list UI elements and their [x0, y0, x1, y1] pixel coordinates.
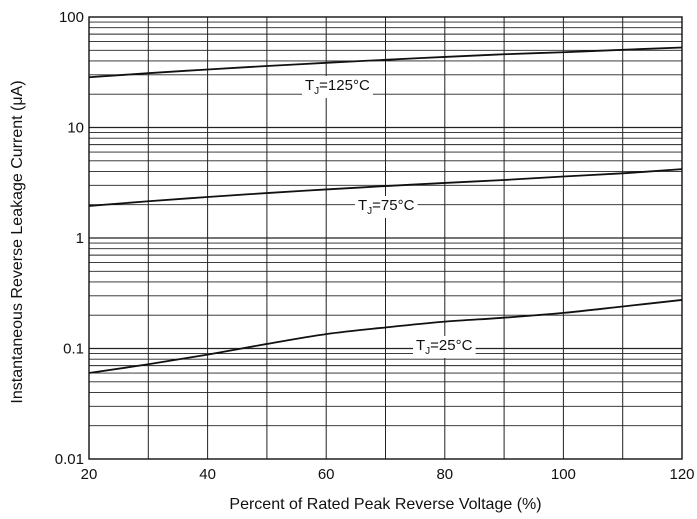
- y-tick-labels: 0.01 0.1 1 10 100: [55, 9, 84, 468]
- series-label-main: T: [358, 197, 367, 214]
- y-axis-title: Instantaneous Reverse Leakage Current (μ…: [9, 80, 26, 403]
- series-line-25c: [88, 299, 683, 374]
- series-label-75c: TJ=75°C: [355, 196, 418, 218]
- series-label-main: T: [305, 77, 314, 94]
- series-label-suffix: =125°C: [319, 77, 370, 94]
- x-tick-label: 60: [318, 466, 335, 483]
- y-tick-label: 0.01: [55, 451, 84, 468]
- x-tick-label: 120: [669, 466, 694, 483]
- x-tick-label: 20: [81, 466, 98, 483]
- series-label-suffix: =25°C: [430, 337, 472, 354]
- series-label-text: TJ=25°C: [416, 337, 473, 357]
- y-tick-label: 0.1: [63, 341, 84, 358]
- series-label-subscript: J: [425, 346, 430, 357]
- series-labels: TJ=125°CTJ=75°CTJ=25°C: [302, 76, 476, 358]
- x-tick-labels: 20 40 60 80 100 120: [81, 466, 695, 483]
- y-tick-label: 10: [67, 120, 84, 137]
- series-label-text: TJ=75°C: [358, 197, 415, 217]
- series-line-75c: [88, 168, 683, 207]
- series-label-subscript: J: [367, 206, 372, 217]
- plot-area-frame: [88, 16, 683, 460]
- series-label-subscript: J: [314, 86, 319, 97]
- series-label-suffix: =75°C: [372, 197, 414, 214]
- series-label-background: [355, 196, 418, 218]
- series-line-125c: [88, 46, 683, 79]
- x-tick-label: 80: [436, 466, 453, 483]
- grid: [89, 17, 682, 459]
- series-label-25c: TJ=25°C: [413, 336, 476, 358]
- x-tick-label: 40: [199, 466, 216, 483]
- series-label-main: T: [416, 337, 425, 354]
- y-tick-label: 1: [76, 230, 84, 247]
- series-label-text: TJ=125°C: [305, 77, 370, 97]
- series-label-background: [413, 336, 476, 358]
- y-tick-label: 100: [59, 9, 84, 26]
- series-lines: [88, 46, 683, 374]
- series-label-125c: TJ=125°C: [302, 76, 373, 98]
- x-tick-label: 100: [551, 466, 576, 483]
- series-label-background: [302, 76, 373, 98]
- x-axis-title: Percent of Rated Peak Reverse Voltage (%…: [229, 496, 541, 513]
